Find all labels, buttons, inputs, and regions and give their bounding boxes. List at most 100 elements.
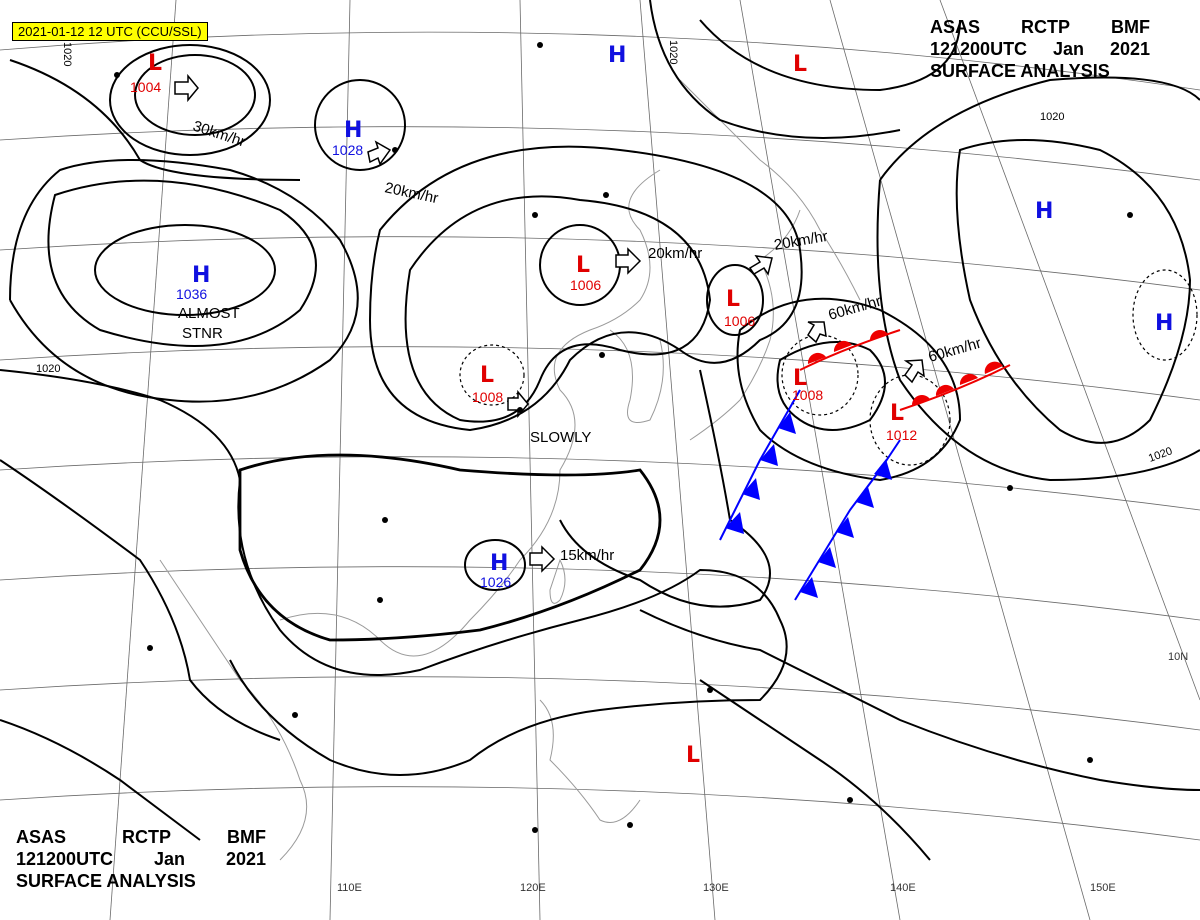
cold-front-triangle xyxy=(742,478,760,500)
meridian-line xyxy=(939,0,1200,701)
motion-arrow xyxy=(174,73,199,103)
station-marker xyxy=(147,645,153,651)
isobars xyxy=(0,0,1200,861)
station-marker xyxy=(382,517,388,523)
cold-front-triangle xyxy=(856,487,874,508)
footer-title: SURFACE ANALYSIS xyxy=(16,871,196,891)
isobar-contour xyxy=(464,539,526,591)
motion-arrow xyxy=(807,321,827,344)
parallel-line xyxy=(0,786,1200,841)
cold-front-triangle xyxy=(836,517,854,538)
isobar-contour xyxy=(238,453,662,642)
warm-front-semicircle xyxy=(833,340,852,352)
header-year: 2021 xyxy=(1109,39,1150,59)
station-marker xyxy=(377,597,383,603)
isobar-contour xyxy=(699,19,961,92)
motion-speed-label: 20km/hr xyxy=(648,245,702,262)
parallel-line xyxy=(0,456,1200,511)
low-pressure-value: 1008 xyxy=(792,387,823,403)
parallel-line xyxy=(0,126,1200,181)
meridian-line xyxy=(329,0,351,920)
grid-labels: 110E 120E 130E 140E 150E 10N xyxy=(337,651,1188,894)
japan-coast xyxy=(689,209,801,441)
low-pressure-value: 1012 xyxy=(886,427,917,443)
motion-arrow xyxy=(903,359,925,384)
isobar-value-label: 1020 xyxy=(667,40,679,64)
warm-front-semicircle xyxy=(984,361,1003,374)
header-region: ASAS xyxy=(930,17,981,37)
longitude-label: 150E xyxy=(1090,882,1116,894)
low-symbol: L xyxy=(890,401,904,426)
high-pressure-value: 1036 xyxy=(176,286,207,302)
warm-front xyxy=(799,329,1011,411)
china-coast xyxy=(279,169,661,657)
philippines-coast xyxy=(539,699,641,823)
isobar-contour xyxy=(9,159,359,403)
isobar-value-label: 1020 xyxy=(36,363,60,375)
station-marker xyxy=(392,147,398,153)
low-symbol: L xyxy=(148,51,162,76)
stationary-label: STNR xyxy=(182,325,223,342)
meridian-line xyxy=(519,0,541,920)
longitude-label: 120E xyxy=(520,882,546,894)
header-station: RCTP xyxy=(1021,17,1070,37)
parallel-line xyxy=(0,236,1200,291)
warm-front-semicircle xyxy=(807,352,826,364)
footer-time: 121200UTC xyxy=(16,849,114,869)
station-plots xyxy=(114,42,1133,833)
warm-front-line xyxy=(799,329,901,371)
isobar-contour xyxy=(314,79,406,171)
cold-front-triangle xyxy=(800,577,818,598)
isobar-contour xyxy=(368,145,803,432)
warm-front-semicircle xyxy=(935,384,954,396)
isobar-contour xyxy=(876,179,1200,482)
cold-front-triangle xyxy=(818,547,836,568)
header-title: SURFACE ANALYSIS xyxy=(930,61,1110,81)
station-marker xyxy=(517,407,523,413)
footer-line-2: 121200UTC Jan 2021 xyxy=(16,848,266,870)
high-symbol: H xyxy=(1035,199,1053,224)
header-time: 121200UTC xyxy=(930,39,1028,59)
isobar-contour xyxy=(639,609,1200,791)
motion-speed-label: SLOWLY xyxy=(530,429,591,446)
cold-front-line xyxy=(794,439,901,601)
troughs xyxy=(459,269,1198,466)
station-marker xyxy=(537,42,543,48)
cold-front-triangle xyxy=(760,444,778,466)
station-marker xyxy=(599,352,605,358)
isobar-contour xyxy=(9,59,301,181)
meridian-line xyxy=(829,0,1091,920)
station-marker xyxy=(292,712,298,718)
station-marker xyxy=(1127,212,1133,218)
longitude-label: 110E xyxy=(337,882,362,894)
cold-front xyxy=(719,389,901,601)
warm-front-line xyxy=(899,364,1011,411)
parallel-line xyxy=(0,676,1200,731)
trough-contour xyxy=(459,344,525,406)
high-symbol: H xyxy=(1155,311,1173,336)
footer-line-3: SURFACE ANALYSIS xyxy=(16,870,266,892)
low-symbol: L xyxy=(793,366,807,391)
low-symbol: L xyxy=(480,363,494,388)
isobar-contour xyxy=(0,719,201,841)
high-symbol: H xyxy=(344,118,362,143)
high-pressure-value: 1026 xyxy=(480,574,511,590)
meridian-line xyxy=(739,0,901,920)
footer-region: ASAS xyxy=(16,827,67,847)
map-footer: ASAS RCTP BMF 121200UTC Jan 2021 SURFACE… xyxy=(16,826,266,892)
korea-coast xyxy=(609,329,664,423)
low-symbol: L xyxy=(793,52,807,77)
latitude-label: 10N xyxy=(1168,651,1188,663)
header-code: BMF xyxy=(1110,17,1150,37)
longitude-label: 130E xyxy=(703,882,729,894)
isobar-contour xyxy=(559,369,771,608)
parallel-line xyxy=(0,566,1200,621)
motion-arrow xyxy=(748,255,773,276)
isobar-contour xyxy=(955,139,1192,444)
trough-contour xyxy=(781,334,859,416)
cold-front-triangle xyxy=(778,412,796,434)
station-marker xyxy=(847,797,853,803)
footer-station: RCTP xyxy=(122,827,171,847)
header-line-3: SURFACE ANALYSIS xyxy=(930,60,1150,82)
